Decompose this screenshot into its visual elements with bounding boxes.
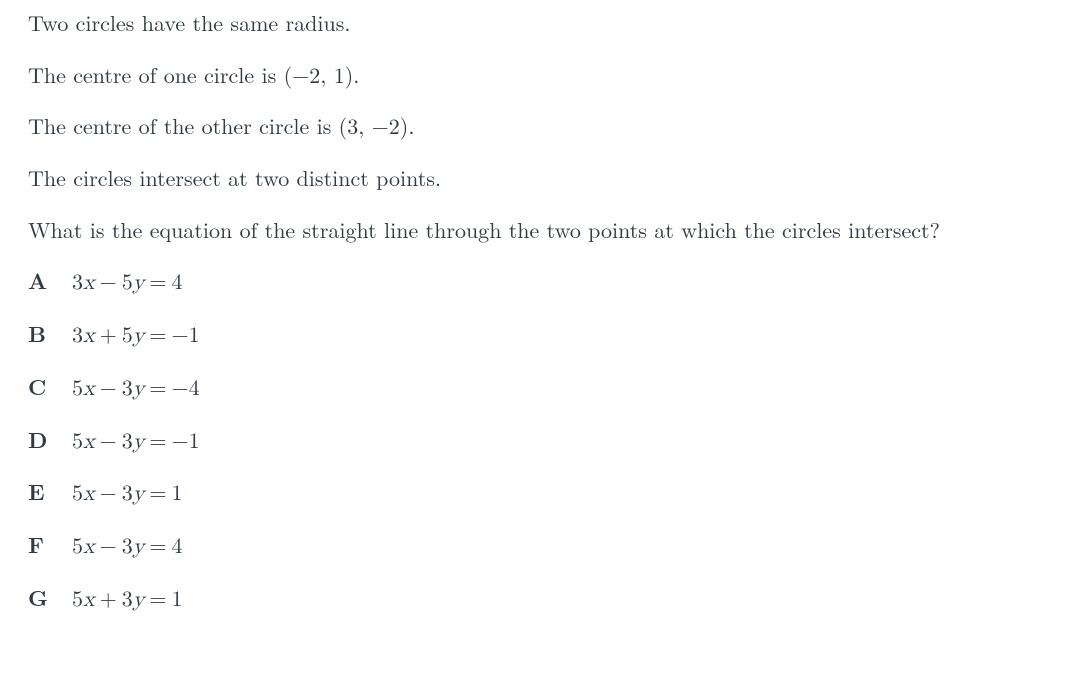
- problem-line-1: Two circles have the same radius.: [28, 8, 1052, 38]
- choice-equation: 3x+5y=−1: [72, 322, 200, 352]
- choice-f: F 5x−3y=4: [28, 530, 1052, 563]
- choice-b: B 3x+5y=−1: [28, 319, 1052, 352]
- problem-line-4: The circles intersect at two distinct po…: [28, 163, 1052, 193]
- choice-letter: F: [28, 530, 72, 560]
- choice-c: C 5x−3y=−4: [28, 372, 1052, 405]
- choice-letter: D: [28, 425, 72, 455]
- choice-equation: 5x−3y=1: [72, 480, 183, 510]
- choice-e: E 5x−3y=1: [28, 477, 1052, 510]
- choice-equation: 5x−3y=4: [72, 533, 183, 563]
- choice-g: G 5x+3y=1: [28, 583, 1052, 616]
- choice-equation: 5x−3y=−1: [72, 428, 200, 458]
- choice-letter: G: [28, 583, 72, 613]
- answer-choices: A 3x−5y=4 B 3x+5y=−1 C 5x−3y=−4 D 5x−3y=…: [28, 266, 1052, 615]
- choice-letter: C: [28, 372, 72, 402]
- problem-line-2: The centre of one circle is (−2, 1).: [28, 60, 1052, 90]
- choice-letter: B: [28, 319, 72, 349]
- choice-equation: 3x−5y=4: [72, 269, 183, 299]
- choice-equation: 5x−3y=−4: [72, 375, 200, 405]
- choice-letter: E: [28, 477, 72, 507]
- choice-d: D 5x−3y=−1: [28, 425, 1052, 458]
- problem-question: What is the equation of the straight lin…: [28, 215, 1052, 245]
- choice-equation: 5x+3y=1: [72, 586, 183, 616]
- choice-a: A 3x−5y=4: [28, 266, 1052, 299]
- choice-letter: A: [28, 266, 72, 296]
- problem-line-3: The centre of the other circle is (3, −2…: [28, 111, 1052, 141]
